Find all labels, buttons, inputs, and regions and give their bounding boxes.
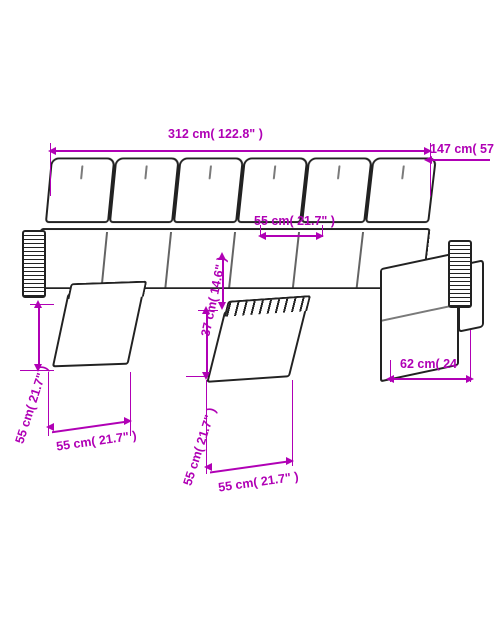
coffee-table — [206, 305, 307, 383]
dim-table-d: 55 cm( 21.7" ) — [217, 470, 299, 495]
dim-table-w: 55 cm( 21.7" ) — [181, 406, 219, 487]
sofa — [35, 175, 437, 289]
dim-ottoman-d: 55 cm( 21.7" ) — [55, 429, 137, 454]
dim-right-depth: 147 cm( 57 — [430, 143, 494, 157]
armrest-left — [22, 230, 46, 298]
dim-seat-width: 55 cm( 21.7" ) — [254, 215, 335, 229]
dim-right-seat-depth: 62 cm( 24 — [400, 358, 457, 372]
armrest-right — [448, 240, 472, 308]
diagram-stage: 312 cm( 122.8" ) 147 cm( 57 55 cm( 21.7"… — [0, 0, 500, 641]
ottoman — [52, 291, 144, 368]
dim-overall-width: 312 cm( 122.8" ) — [168, 128, 263, 142]
dim-ottoman-w: 55 cm( 21.7" ) — [13, 364, 51, 445]
